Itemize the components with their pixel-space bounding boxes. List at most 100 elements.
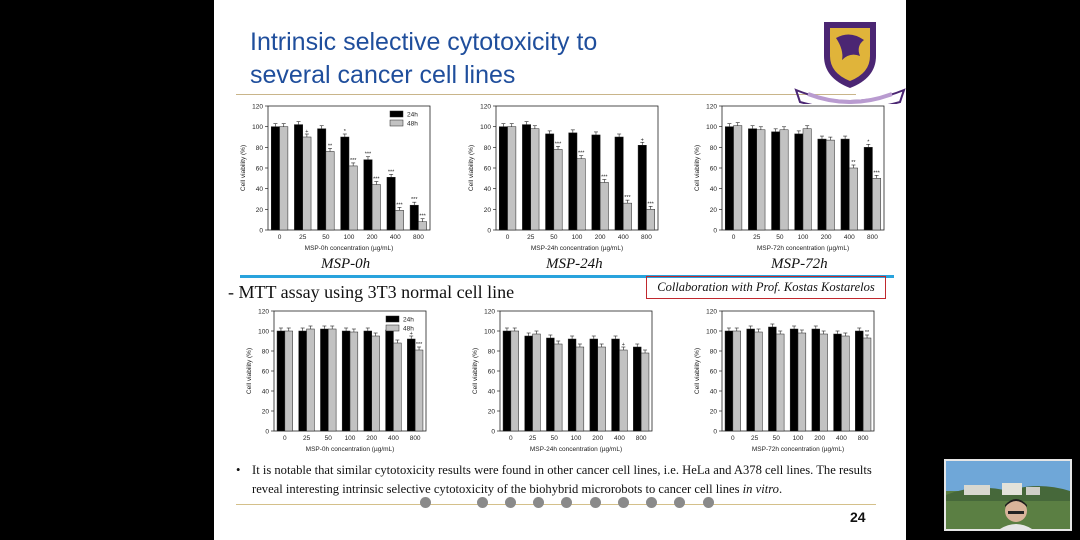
significance-mark: +: [410, 331, 413, 337]
nav-dot[interactable]: [703, 497, 714, 508]
chart-svg: 0 20 40 60 80 100 120 Cell viability (%) 0 25 50 10…: [246, 309, 427, 453]
chart-3t3-msp-24h: 0 20 40 60 80 100 120 Cell viability (%) 0 25 50 10…: [468, 305, 658, 453]
x-tick-label: 50: [776, 234, 784, 241]
nav-dot[interactable]: [618, 497, 629, 508]
y-axis-label: Cell viability (%): [694, 145, 701, 191]
webcam-video-frame: [946, 461, 1070, 529]
y-tick-label: 0: [713, 228, 717, 235]
webcam-thumbnail[interactable]: [944, 459, 1072, 531]
legend-swatch: [385, 315, 400, 323]
crest-dragon: [836, 34, 864, 60]
bar-48h: [776, 333, 785, 432]
bar-48h: [418, 221, 428, 231]
y-tick-label: 80: [484, 145, 492, 152]
y-tick-label: 20: [484, 207, 492, 214]
title-underline: [236, 94, 856, 95]
y-tick-label: 60: [710, 369, 718, 376]
bar-24h: [502, 330, 512, 432]
bar-48h: [862, 337, 872, 432]
y-axis-label: Cell viability (%): [472, 348, 479, 394]
y-tick-label: 60: [262, 369, 270, 376]
bar-48h: [393, 342, 402, 432]
x-tick-label: 50: [773, 435, 781, 442]
nav-dot[interactable]: [561, 497, 572, 508]
slide-title-line-1: Intrinsic selective cytotoxicity to: [250, 28, 598, 56]
bar-48h: [530, 128, 540, 231]
y-tick-label: 120: [706, 104, 717, 111]
bar-24h: [855, 330, 864, 432]
y-tick-label: 60: [710, 166, 718, 173]
bar-24h: [811, 328, 820, 432]
y-tick-label: 20: [262, 409, 270, 416]
significance-mark: **: [865, 330, 870, 336]
bar-24h: [817, 138, 827, 231]
x-tick-label: 100: [793, 435, 804, 442]
bar-24h: [276, 330, 286, 432]
nav-dot[interactable]: [505, 497, 516, 508]
y-tick-label: 80: [488, 349, 496, 356]
bar-48h: [797, 332, 807, 432]
bullet-italic-text: in vitro: [742, 482, 779, 496]
nav-dot[interactable]: [646, 497, 657, 508]
y-tick-label: 0: [265, 429, 269, 436]
x-tick-label: 400: [836, 435, 847, 442]
bar-48h: [576, 158, 586, 231]
y-tick-label: 20: [256, 207, 264, 214]
bar-24h: [833, 333, 842, 432]
x-axis-label: MSP-72h concentration (µg/mL): [752, 446, 844, 453]
x-tick-label: 0: [731, 435, 735, 442]
significance-mark: ***: [873, 170, 880, 176]
bar-24h: [498, 126, 508, 231]
caption-msp-24h: MSP-24h: [546, 256, 603, 272]
bar-48h: [302, 136, 312, 231]
x-tick-label: 50: [325, 435, 333, 442]
significance-mark: *: [867, 139, 870, 145]
presentation-slide: Intrinsic selective cytotoxicity to seve…: [214, 0, 906, 540]
x-tick-label: 25: [527, 234, 535, 241]
significance-mark: ***: [419, 214, 426, 220]
bar-48h: [849, 167, 858, 231]
y-tick-label: 20: [488, 409, 496, 416]
nav-dot[interactable]: [674, 497, 685, 508]
bar-24h: [724, 330, 734, 432]
significance-mark: ***: [624, 195, 631, 201]
nav-dot[interactable]: [590, 497, 601, 508]
x-tick-label: 0: [278, 234, 282, 241]
y-tick-label: 40: [710, 186, 718, 193]
y-tick-label: 40: [262, 389, 270, 396]
x-axis-label: MSP-24h concentration (µg/mL): [530, 446, 622, 453]
bar-48h: [623, 202, 632, 231]
x-axis-label: MSP-24h concentration (µg/mL): [531, 245, 623, 252]
bar-24h: [637, 145, 647, 231]
x-tick-label: 800: [413, 234, 424, 241]
bar-24h: [840, 138, 850, 231]
bar-48h: [553, 149, 563, 231]
x-tick-label: 200: [592, 435, 603, 442]
nav-dot[interactable]: [477, 497, 488, 508]
bar-48h: [646, 209, 656, 231]
chart-svg: 0 20 40 60 80 100 120 Cell viability (%) 0 25 50 10…: [694, 309, 875, 453]
y-tick-label: 20: [710, 409, 718, 416]
bar-24h: [363, 159, 373, 231]
legend-swatch: [385, 324, 400, 332]
y-tick-label: 80: [262, 349, 270, 356]
y-tick-label: 120: [258, 309, 269, 316]
bar-48h: [510, 330, 519, 432]
x-tick-label: 200: [814, 435, 825, 442]
nav-dot[interactable]: [533, 497, 544, 508]
bar-24h: [789, 328, 799, 432]
bar-48h: [349, 331, 359, 432]
bar-48h: [395, 210, 404, 231]
x-tick-label: 25: [529, 435, 537, 442]
bar-48h: [640, 352, 650, 432]
bar-24h: [341, 330, 351, 432]
y-tick-label: 60: [484, 166, 492, 173]
significance-mark: **: [328, 143, 333, 149]
x-tick-label: 400: [390, 234, 401, 241]
x-tick-label: 400: [618, 234, 629, 241]
nav-dot[interactable]: [420, 497, 431, 508]
bar-48h: [328, 328, 337, 432]
x-tick-label: 800: [410, 435, 421, 442]
significance-mark: ***: [647, 201, 654, 207]
bar-24h: [317, 128, 327, 231]
